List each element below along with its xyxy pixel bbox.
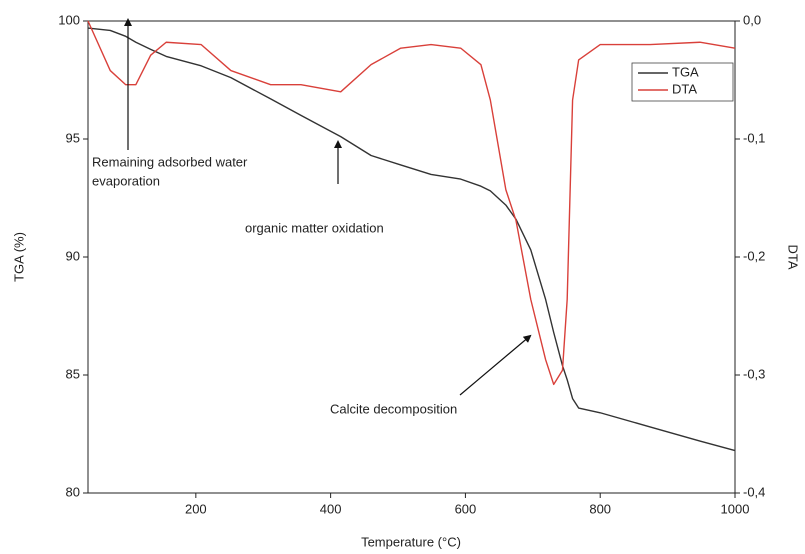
series-line [87,27,736,452]
x-tick-label: 400 [320,501,342,516]
y2-tick-label: -0,2 [743,248,765,263]
legend-label: TGA [672,64,699,79]
x-tick-label: 600 [455,501,477,516]
legend-label: DTA [672,81,697,96]
y2-tick-label: 0,0 [743,12,761,27]
x-tick-label: 1000 [721,501,750,516]
x-axis-label: Temperature (°C) [361,534,461,549]
x-tick-label: 800 [589,501,611,516]
x-tick-label: 200 [185,501,207,516]
annotation-text: Calcite decomposition [330,401,457,416]
y2-axis-label: DTA [786,244,801,269]
y2-tick-label: -0,1 [743,130,765,145]
y2-tick-label: -0,4 [743,484,765,499]
annotation-text: evaporation [92,173,160,188]
y-tick-label: 80 [66,484,80,499]
y-tick-label: 95 [66,130,80,145]
annotation-text: Remaining adsorbed water [92,154,248,169]
annotation-text: organic matter oxidation [245,220,384,235]
annotation-arrow [459,334,532,396]
y2-tick-label: -0,3 [743,366,765,381]
y-axis-label: TGA (%) [11,232,26,282]
series-line [87,20,736,386]
y-tick-label: 100 [58,12,80,27]
y-tick-label: 90 [66,248,80,263]
y-tick-label: 85 [66,366,80,381]
legend-box [631,62,734,102]
